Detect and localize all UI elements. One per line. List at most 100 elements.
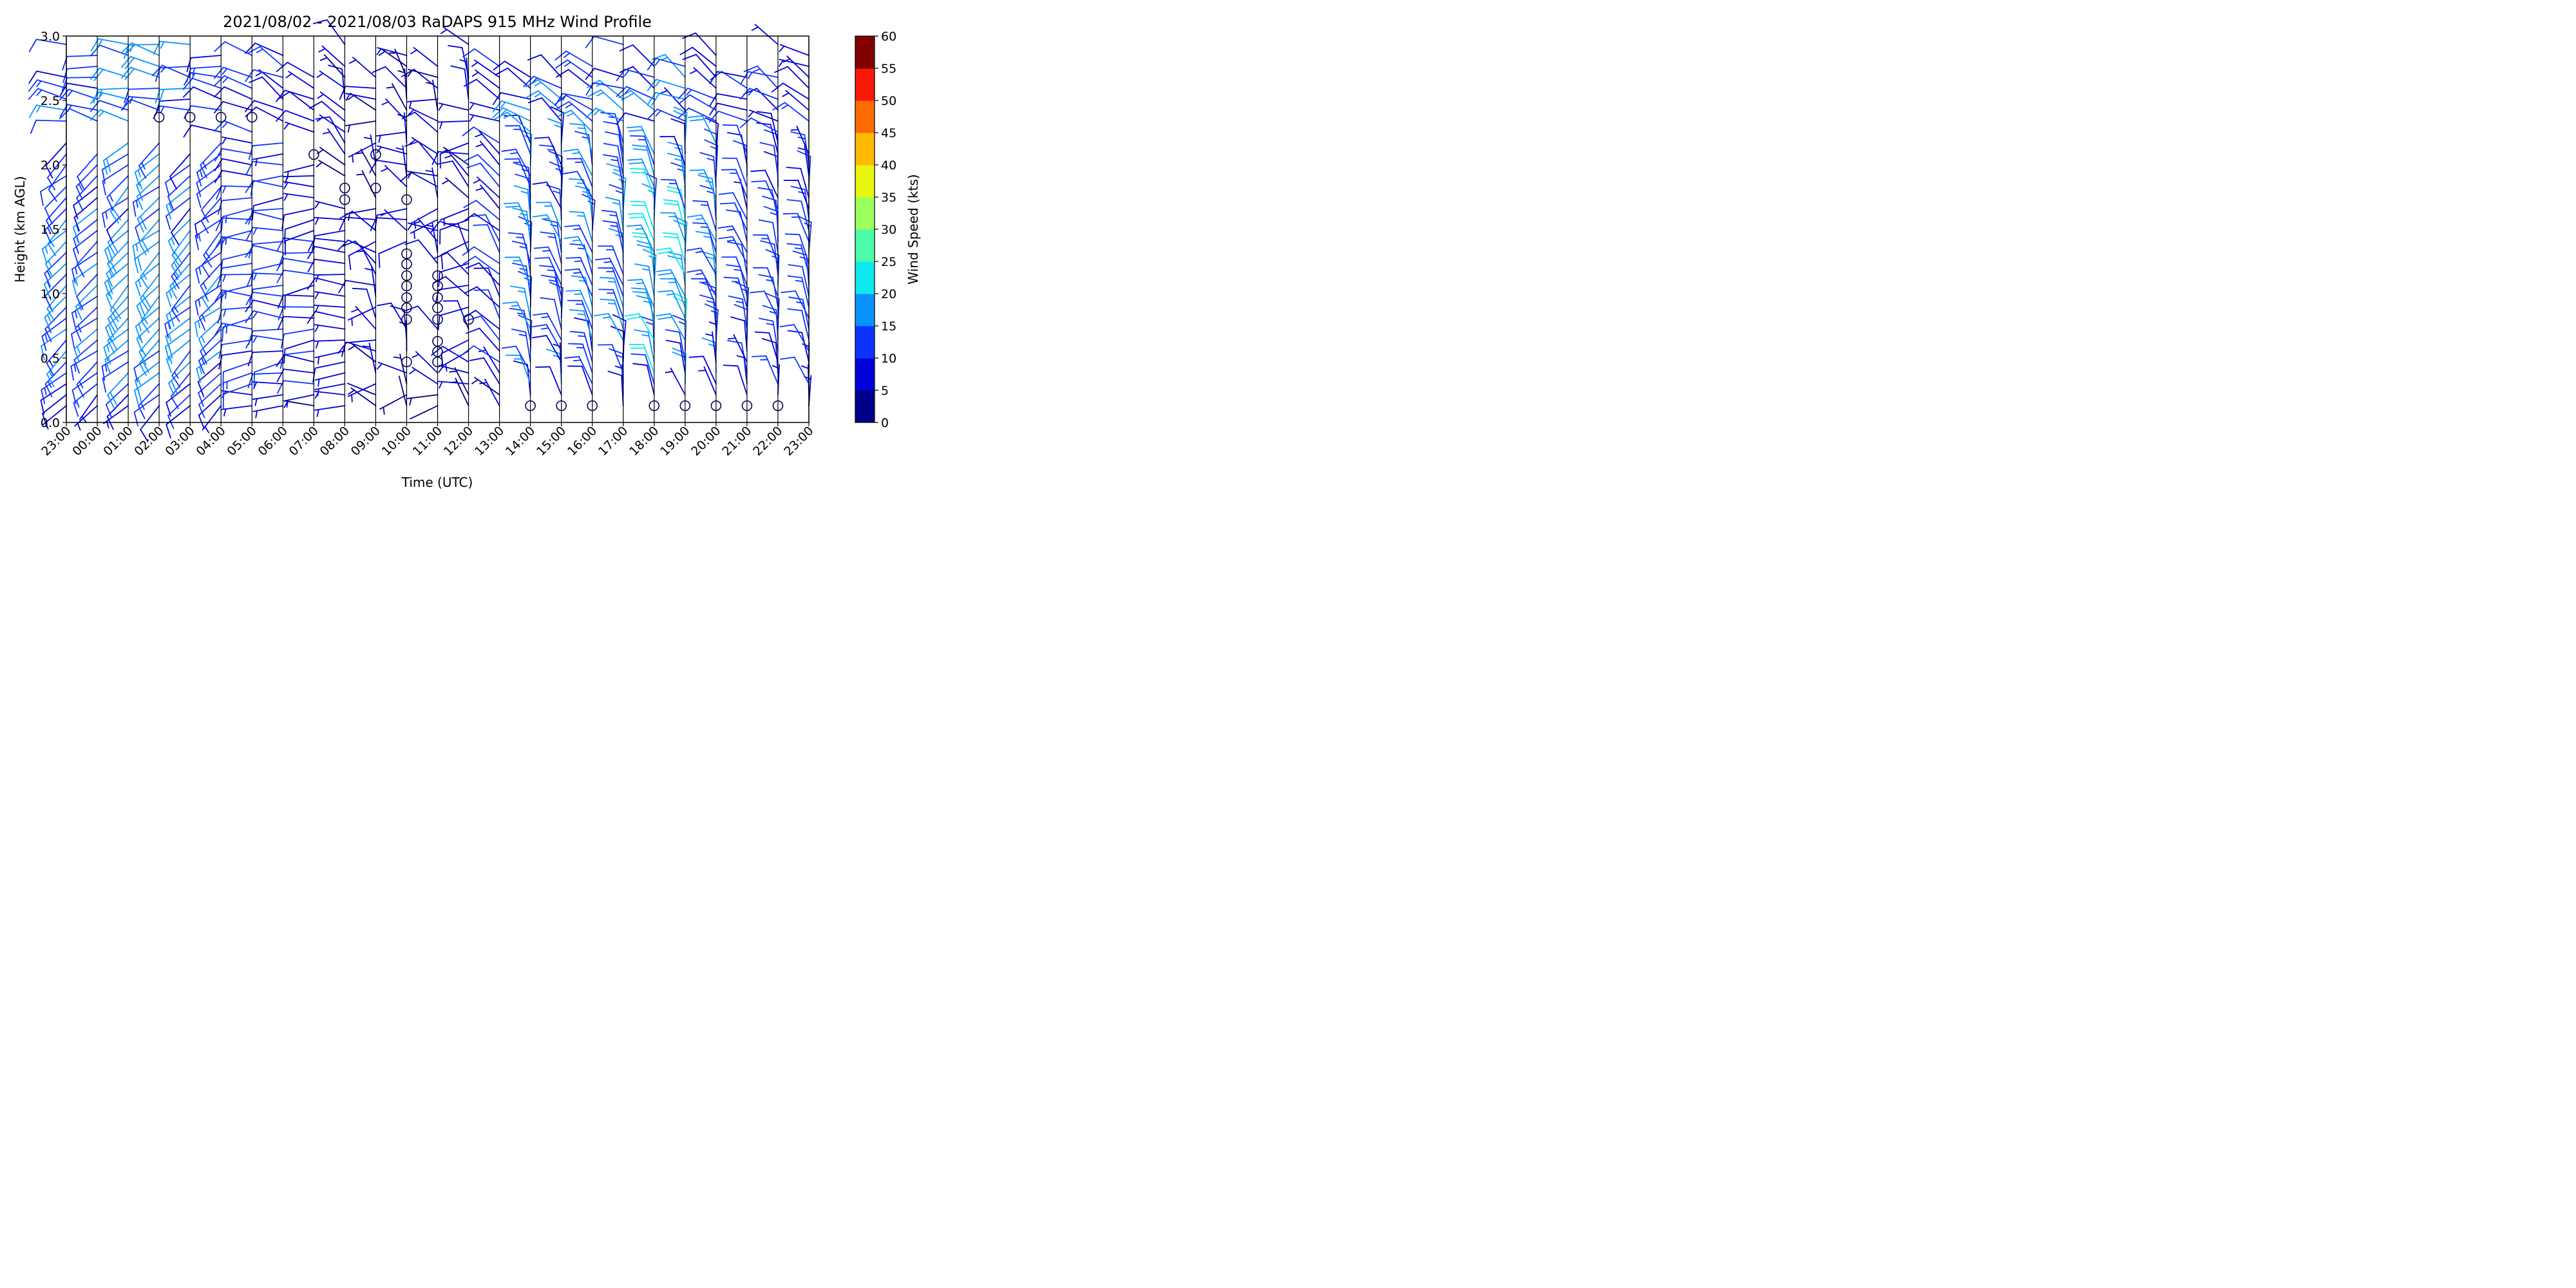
wind-barb [365, 265, 377, 297]
wind-barb [504, 158, 531, 187]
wind-barb [556, 69, 593, 89]
wind-barb [534, 137, 562, 166]
barb-shaft [165, 164, 191, 184]
barb-shaft [647, 332, 655, 363]
barb-feather [107, 279, 113, 294]
barb-feather [195, 269, 200, 284]
colorbar-tick-label: 25 [881, 255, 896, 269]
wind-barb [314, 339, 346, 348]
barb-shaft [222, 208, 253, 218]
barb-shaft [546, 312, 562, 341]
barb-half-feather [36, 105, 41, 113]
barb-shaft [415, 351, 439, 374]
barb-half-feather [695, 272, 704, 276]
barb-shaft [107, 372, 129, 396]
wind-barb [549, 281, 564, 319]
barb-feather [765, 292, 780, 299]
colorbar-segment [855, 36, 875, 69]
wind-barb [399, 171, 439, 187]
barb-half-feather [641, 268, 650, 271]
barb-half-feather [143, 317, 148, 325]
barb-half-feather [316, 409, 319, 417]
barb-shaft [314, 372, 346, 381]
barb-shaft [784, 102, 810, 122]
barb-shaft [609, 258, 624, 286]
barb-half-feather [582, 191, 591, 194]
barb-feather [718, 236, 734, 240]
barb-shaft [138, 219, 160, 243]
wind-barb [166, 339, 191, 374]
wind-barb [245, 310, 284, 323]
wind-barb [283, 339, 315, 364]
barb-shaft [487, 223, 500, 253]
wind-barb [662, 232, 686, 264]
barb-shaft [44, 296, 67, 318]
barb-shaft [780, 44, 810, 56]
barb-shaft [134, 153, 160, 173]
barb-feather [607, 370, 623, 376]
barb-half-feather [191, 72, 196, 80]
barb-shaft [630, 90, 655, 111]
barb-shaft [252, 394, 284, 400]
wind-barb [276, 90, 315, 102]
barb-feather [166, 292, 171, 307]
barb-half-feather [48, 359, 53, 367]
wind-barb [523, 75, 562, 89]
colorbar-tick-label: 55 [881, 62, 896, 76]
barb-shaft [702, 115, 717, 144]
wind-barb [135, 208, 160, 242]
barb-half-feather [408, 109, 415, 115]
barb-half-feather [469, 102, 475, 110]
wind-barb [283, 193, 315, 201]
wind-barb [138, 383, 160, 419]
barb-shaft [407, 171, 439, 176]
barb-feather [695, 231, 711, 234]
barb-shaft [457, 223, 469, 253]
barb-half-feather [252, 227, 258, 235]
barb-feather [564, 236, 579, 240]
colorbar-segment [855, 229, 875, 262]
barb-feather [754, 331, 770, 334]
wind-barb [721, 169, 748, 198]
barb-shaft [66, 66, 98, 70]
barb-feather [719, 202, 735, 205]
wind-barb [245, 299, 284, 312]
barb-shaft [750, 117, 779, 133]
barb-feather [166, 402, 171, 417]
barb-feather [213, 66, 224, 79]
y-tick-label: 3.0 [41, 30, 60, 44]
barb-shaft [375, 217, 408, 220]
barb-shaft [676, 233, 686, 264]
barb-half-feather [222, 185, 227, 194]
barb-feather [722, 124, 738, 126]
barb-half-feather [169, 356, 173, 365]
barb-shaft [614, 113, 624, 144]
barb-feather [41, 248, 47, 263]
wind-barb [183, 124, 222, 138]
wind-barb [597, 344, 624, 374]
barb-shaft [408, 68, 439, 78]
barb-shaft [560, 112, 565, 144]
barb-feather [727, 241, 743, 245]
barb-feather [670, 118, 685, 124]
barb-half-feather [573, 272, 582, 274]
barb-shaft [650, 243, 655, 275]
barb-shaft [545, 324, 562, 352]
wind-barb [71, 252, 98, 284]
barb-shaft [680, 189, 686, 220]
barb-feather [782, 213, 799, 214]
barb-shaft [254, 43, 284, 56]
barb-feather [77, 176, 85, 190]
barb-feather [142, 294, 151, 308]
barb-shaft [793, 356, 810, 384]
barb-shaft [102, 361, 129, 379]
wind-barb [406, 394, 439, 406]
barb-shaft [802, 299, 810, 330]
barb-half-feather [46, 270, 51, 278]
barb-shaft [314, 277, 346, 286]
barb-feather [104, 281, 110, 297]
wind-barb [322, 128, 346, 155]
wind-barb [44, 186, 67, 222]
barb-feather [165, 336, 171, 351]
barb-feather [687, 214, 703, 218]
